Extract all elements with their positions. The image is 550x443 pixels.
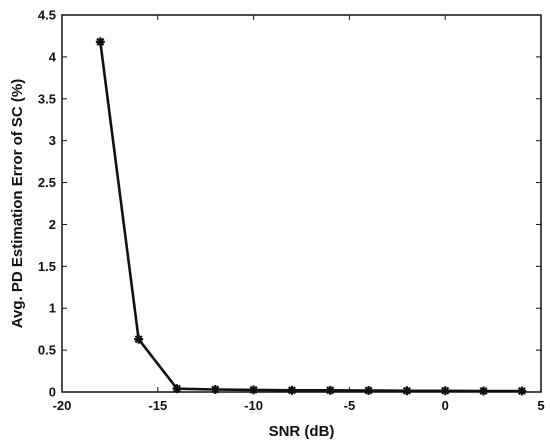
x-tick-label: -5 [344,398,356,413]
y-tick-label: 3.5 [38,91,56,106]
axis-ticks: -20 -15 -10 -5 0 5 0 0.5 1 1.5 2 2.5 3 3.5 4 4.5 [38,8,545,414]
series-line [99,41,522,393]
data-point-marker [402,386,412,396]
data-point-marker [134,334,144,344]
y-axis-label: Avg. PD Estimation Error of SC (%) [9,79,26,328]
y-tick-label: 2 [49,217,56,232]
data-point-marker [325,385,335,395]
x-tick-label: 5 [537,398,544,413]
data-point-marker [517,386,527,396]
x-tick-label: 0 [442,398,449,413]
data-point-marker [249,385,259,395]
data-point-marker [440,386,450,396]
y-tick-label: 2.5 [38,175,56,190]
x-tick-label: -10 [244,398,263,413]
y-tick-label: 0 [49,385,56,400]
x-tick-label: -20 [53,398,72,413]
y-tick-label: 1 [49,301,56,316]
plot-frame [61,14,542,393]
y-tick-label: 4 [49,49,57,64]
x-axis-label: SNR (dB) [269,423,335,440]
x-tick-label: -15 [148,398,167,413]
series-layer [95,37,527,396]
y-tick-label: 1.5 [38,259,56,274]
data-point-marker [172,384,182,394]
data-point-marker [364,385,374,395]
data-point-marker [287,385,297,395]
y-tick-label: 0.5 [38,343,56,358]
data-point-marker [95,37,105,47]
y-tick-label: 3 [49,133,56,148]
y-tick-label: 4.5 [38,8,56,23]
data-point-marker [479,386,489,396]
